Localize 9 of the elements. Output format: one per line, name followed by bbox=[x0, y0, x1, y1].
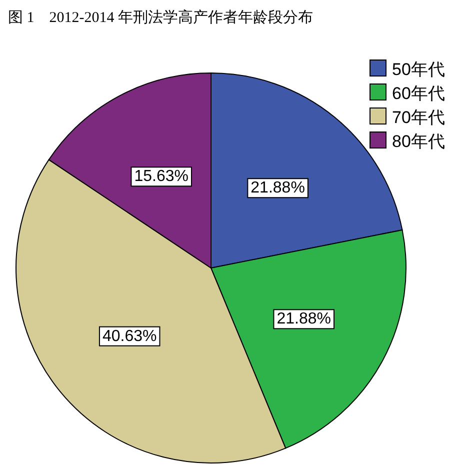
legend-label: 50年代 bbox=[392, 60, 445, 79]
legend-label: 60年代 bbox=[392, 84, 445, 103]
data-label: 21.88% bbox=[276, 310, 331, 328]
legend-label: 70年代 bbox=[392, 108, 445, 127]
chart-title: 图 1 2012-2014 年刑法学高产作者年龄段分布 bbox=[8, 9, 313, 26]
legend-label: 80年代 bbox=[392, 132, 445, 151]
data-label: 40.63% bbox=[102, 328, 157, 345]
data-label: 21.88% bbox=[250, 180, 305, 197]
data-label: 15.63% bbox=[134, 168, 188, 186]
